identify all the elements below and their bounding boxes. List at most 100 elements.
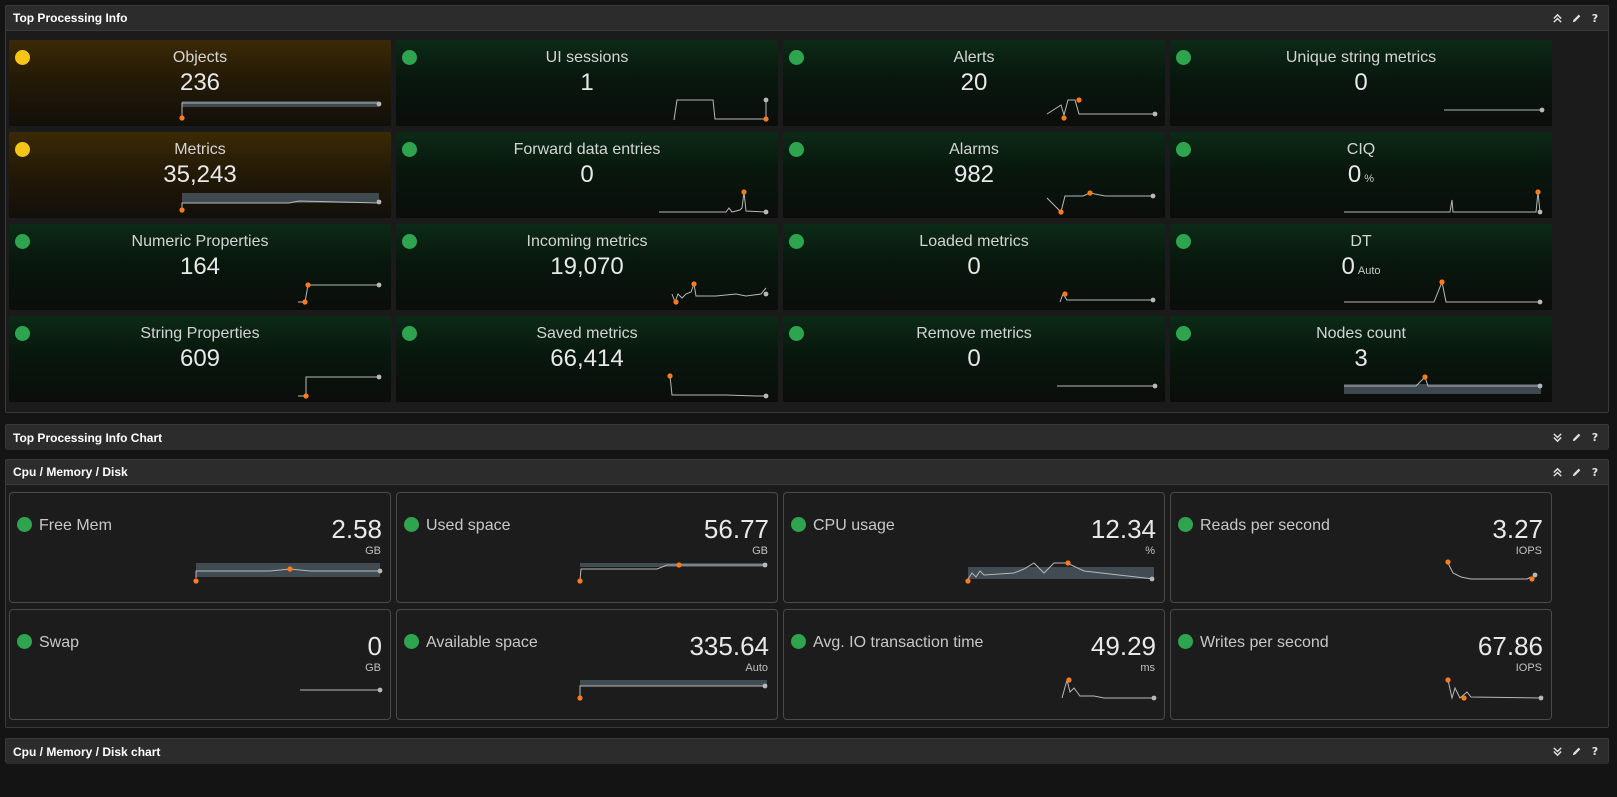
collapse-icon[interactable]	[1551, 12, 1563, 24]
sparkline-last-marker	[376, 282, 382, 288]
metric-label: String Properties	[140, 325, 260, 342]
sparkline-last-marker	[763, 393, 769, 399]
resource-value: 335.64	[689, 631, 769, 661]
status-indicator-icon	[404, 634, 419, 649]
metric-value-wrap: 609	[9, 345, 391, 373]
metric-tile[interactable]: String Properties 609	[9, 316, 391, 402]
resource-unit: Auto	[745, 662, 768, 674]
resource-card[interactable]: Swap 0 GB	[9, 609, 391, 720]
sparkline-extreme-marker	[1445, 677, 1451, 683]
metric-tile[interactable]: CIQ 0%	[1170, 132, 1552, 218]
metric-value: 0	[1341, 253, 1355, 280]
sparkline-line	[673, 99, 767, 121]
status-indicator-icon	[1176, 142, 1191, 157]
metric-tile[interactable]: Forward data entries 0	[396, 132, 778, 218]
sparkline-chart	[179, 101, 382, 121]
status-indicator-icon	[791, 517, 806, 532]
sparkline-extreme-marker	[1461, 695, 1467, 701]
sparkline-chart	[300, 687, 383, 693]
metric-tile[interactable]: Saved metrics 66,414	[396, 316, 778, 402]
sparkline-extreme-marker	[1445, 559, 1451, 565]
sparkline-last-marker	[1149, 576, 1155, 582]
metric-tile[interactable]: DT 0 Auto	[1170, 224, 1552, 310]
sparkline-last-marker	[1537, 209, 1543, 215]
expand-icon[interactable]	[1551, 746, 1563, 758]
metric-tile[interactable]: Alerts 20	[783, 40, 1165, 126]
help-icon[interactable]: ?	[1591, 431, 1599, 444]
metric-tile[interactable]: UI sessions 1	[396, 40, 778, 126]
metric-value-wrap: 35,243	[9, 161, 391, 189]
resource-value: 12.34	[1090, 514, 1156, 544]
sparkline-last-marker	[1537, 383, 1543, 389]
metric-value-wrap: 3	[1170, 345, 1552, 373]
sparkline-extreme-marker	[577, 578, 583, 584]
status-indicator-icon	[789, 234, 804, 249]
sparkline-line	[181, 200, 380, 210]
expand-icon[interactable]	[1551, 432, 1563, 444]
metric-tile[interactable]: Numeric Properties 164	[9, 224, 391, 310]
resource-label: Reads per second	[1200, 517, 1330, 534]
resource-card[interactable]: Available space 335.64 Auto	[396, 609, 778, 720]
metric-value-wrap: 236	[9, 69, 391, 97]
sparkline-extreme-marker	[667, 373, 673, 379]
sparkline-extreme-marker	[1066, 677, 1072, 683]
sparkline-extreme-marker	[1061, 115, 1067, 121]
sparkline-extreme-marker	[1058, 209, 1064, 215]
resource-card[interactable]: Avg. IO transaction time 49.29 ms	[783, 609, 1165, 720]
metric-tile[interactable]: Nodes count 3	[1170, 316, 1552, 402]
metric-tile[interactable]: Loaded metrics 0	[783, 224, 1165, 310]
sparkline-line	[579, 685, 767, 698]
resource-card[interactable]: Writes per second 67.86 IOPS	[1170, 609, 1552, 720]
status-indicator-icon	[404, 517, 419, 532]
metric-value: 0	[1354, 69, 1368, 96]
edit-icon[interactable]	[1570, 466, 1582, 478]
metric-tile[interactable]: Incoming metrics 19,070	[396, 224, 778, 310]
sparkline-range-band	[182, 101, 379, 107]
collapse-icon[interactable]	[1551, 466, 1563, 478]
sparkline-last-marker	[376, 199, 382, 205]
panel-tools: ?	[1551, 465, 1601, 479]
sparkline-chart	[577, 680, 768, 701]
metric-tile[interactable]: Remove metrics 0	[783, 316, 1165, 402]
metric-tile[interactable]: Objects 236	[9, 40, 391, 126]
sparkline-extreme-marker	[303, 393, 309, 399]
sparkline-chart	[1445, 559, 1538, 582]
sparkline-line	[671, 282, 767, 304]
resource-unit: IOPS	[1515, 662, 1542, 674]
help-icon[interactable]: ?	[1591, 745, 1599, 758]
sparkline-chart	[193, 563, 383, 584]
status-indicator-icon	[1176, 326, 1191, 341]
resource-card[interactable]: Free Mem 2.58 GB	[9, 492, 391, 603]
metric-value: 66,414	[550, 345, 624, 372]
sparkline-extreme-marker	[1087, 190, 1093, 196]
metric-value-wrap: 0	[783, 253, 1165, 281]
edit-icon[interactable]	[1570, 12, 1582, 24]
edit-icon[interactable]	[1570, 746, 1582, 758]
edit-icon[interactable]	[1570, 432, 1582, 444]
resource-card[interactable]: Reads per second 3.27 IOPS	[1170, 492, 1552, 603]
metric-value-wrap: 982	[783, 161, 1165, 189]
resource-unit: IOPS	[1515, 545, 1542, 557]
sparkline-line	[1061, 678, 1154, 699]
help-icon[interactable]: ?	[1591, 465, 1599, 479]
resource-card[interactable]: CPU usage 12.34%	[783, 492, 1165, 603]
metric-tile[interactable]: Unique string metrics 0	[1170, 40, 1552, 126]
sparkline-extreme-marker	[1076, 97, 1082, 103]
metric-tile[interactable]: Metrics 35,243	[9, 132, 391, 218]
resource-value: 67.86	[1477, 631, 1543, 661]
metric-value: 982	[953, 161, 995, 188]
status-indicator-icon	[402, 234, 417, 249]
sparkline-extreme-marker	[287, 566, 293, 572]
resource-value: 0	[367, 631, 382, 661]
metric-label: Saved metrics	[536, 325, 638, 342]
help-icon[interactable]: ?	[1591, 11, 1599, 25]
resource-value: 56.77	[703, 514, 769, 544]
sparkline-last-marker	[763, 209, 769, 215]
metric-tile[interactable]: Alarms 982	[783, 132, 1165, 218]
sparkline-chart	[1444, 107, 1545, 113]
sparkline-chart	[298, 282, 382, 305]
sparkline-extreme-marker	[1065, 560, 1071, 566]
metric-value-wrap: 66,414	[396, 345, 778, 373]
sparkline-extreme-marker	[577, 695, 583, 701]
resource-card[interactable]: Used space 56.77 GB	[396, 492, 778, 603]
